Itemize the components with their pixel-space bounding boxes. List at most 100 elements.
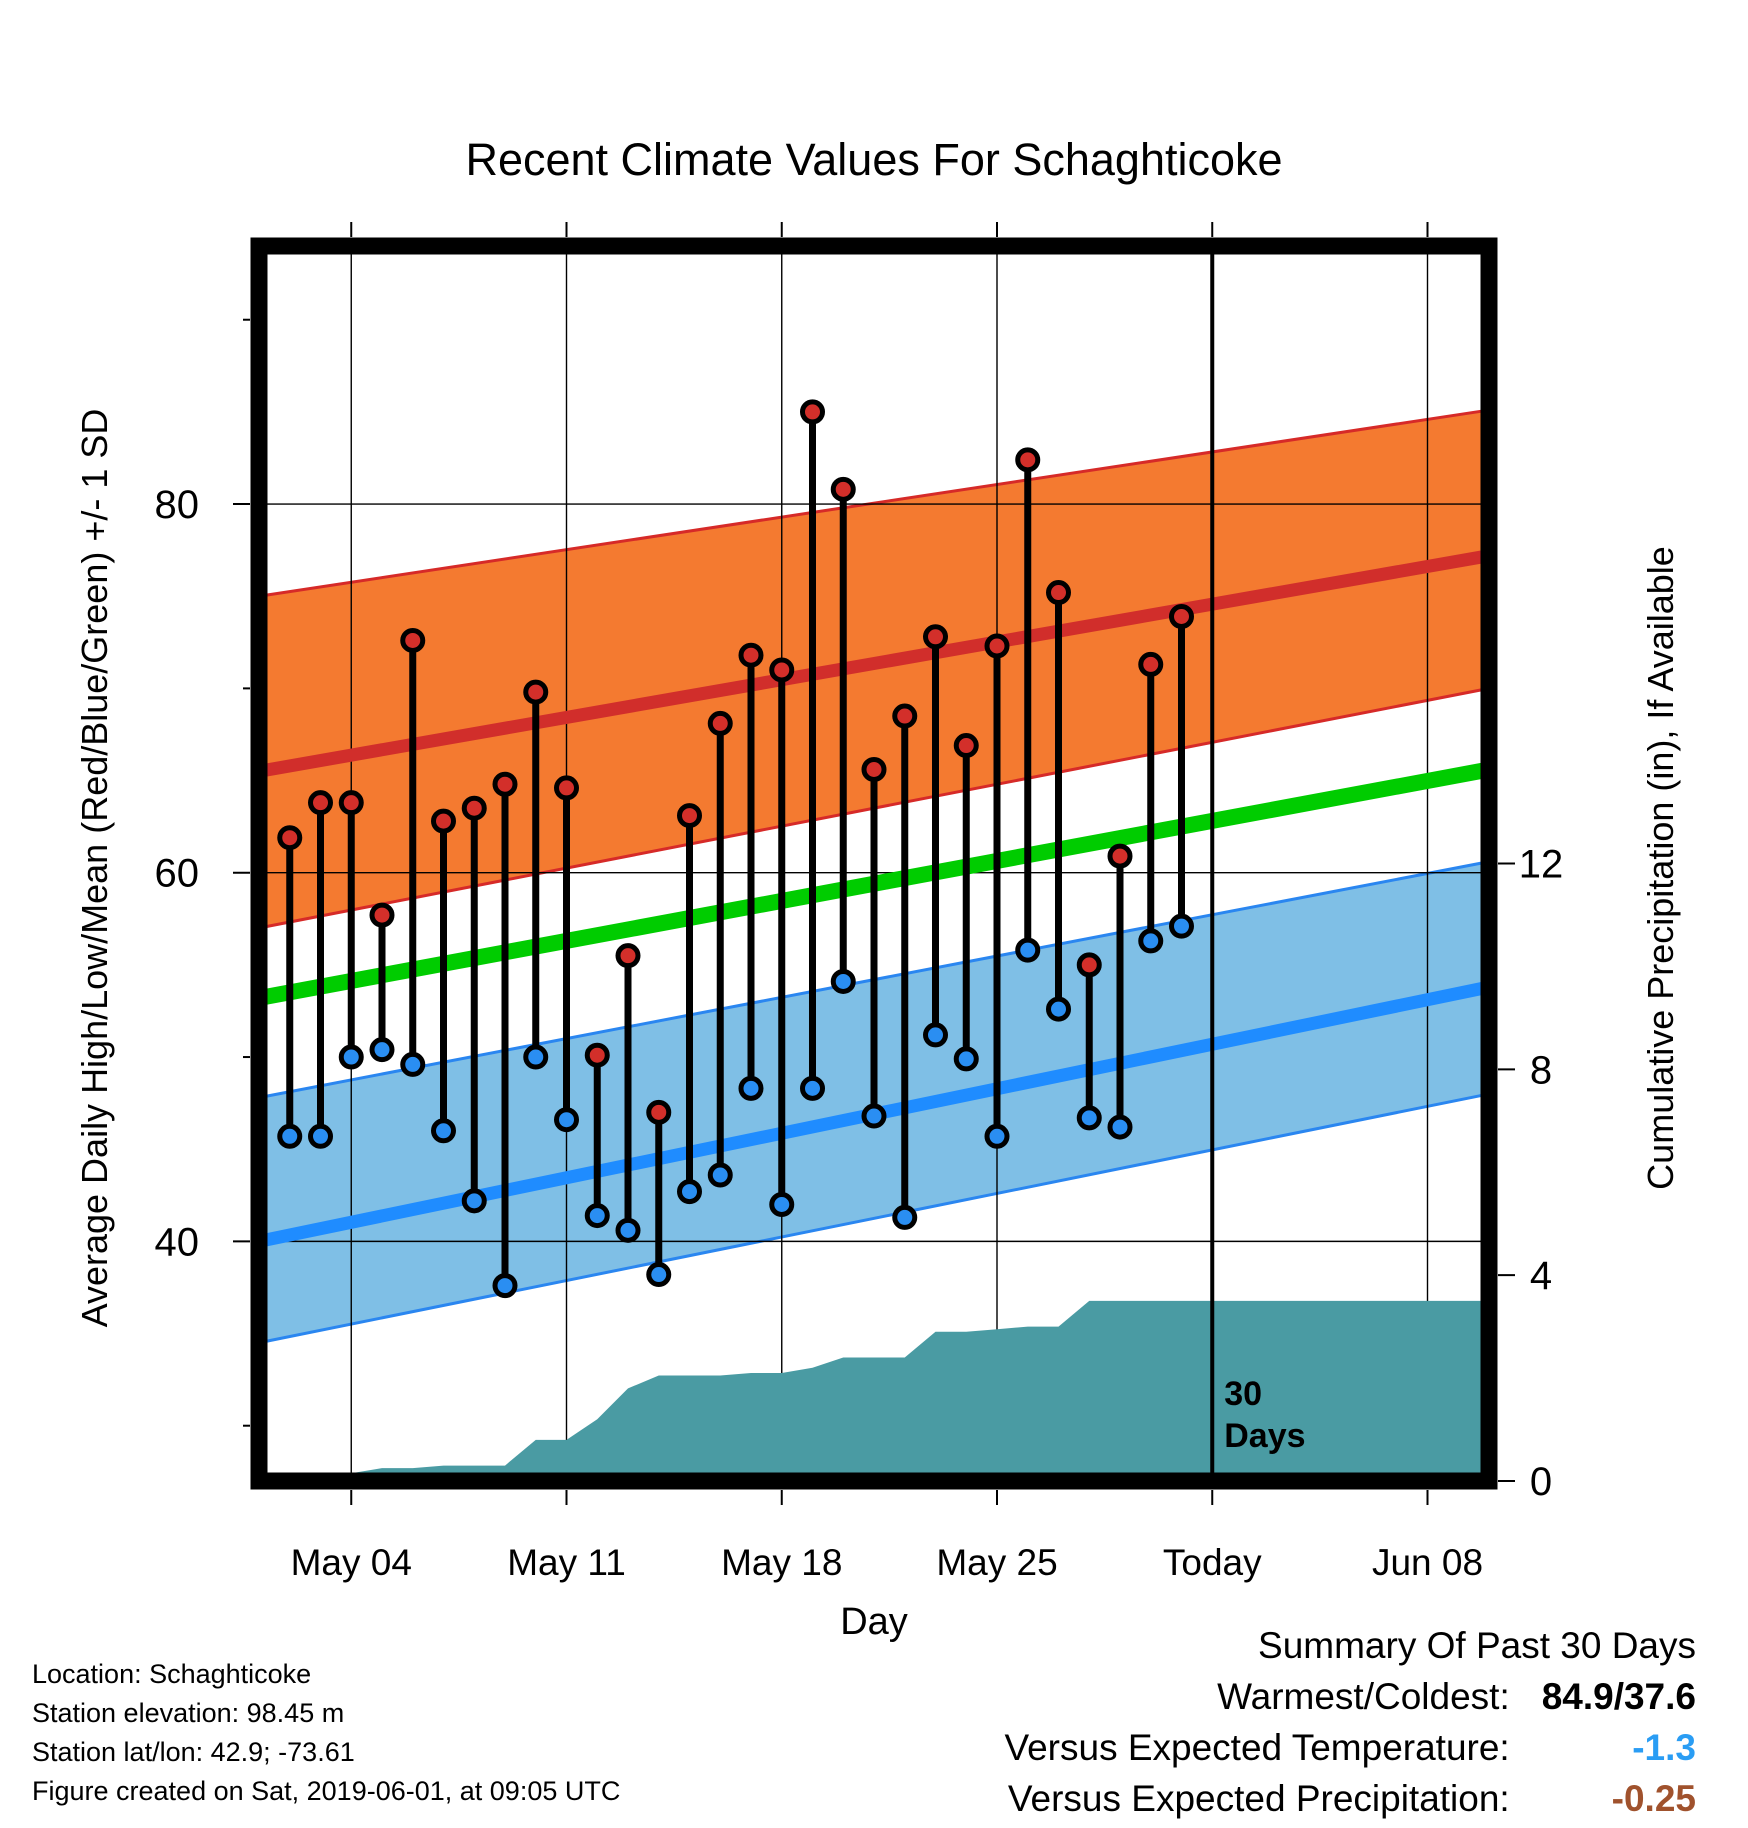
low-point	[369, 1037, 395, 1063]
high-point	[800, 399, 825, 425]
high-point	[677, 803, 702, 829]
elevation-text: Station elevation: 98.45 m	[32, 1698, 345, 1728]
low-point	[461, 1188, 487, 1214]
high-point	[492, 771, 518, 797]
high-point	[923, 624, 948, 650]
precip-departure-label: Versus Expected Precipitation:	[1007, 1778, 1510, 1819]
high-point	[1076, 952, 1102, 978]
temp-departure-value: -1.3	[1632, 1727, 1696, 1768]
high-point	[646, 1099, 672, 1125]
low-point	[984, 1123, 1010, 1149]
low-point	[769, 1192, 795, 1218]
high-point	[400, 627, 426, 653]
low-point	[308, 1123, 333, 1149]
low-point	[1107, 1114, 1133, 1140]
low-lower-edge	[258, 1092, 1490, 1345]
high-point	[308, 790, 333, 816]
low-point	[923, 1022, 948, 1048]
summary-temperature: Versus Expected Temperature: -1.3	[1004, 1722, 1696, 1773]
low-point	[584, 1203, 610, 1229]
normal-high-mean-line	[257, 549, 1491, 778]
low-point	[677, 1179, 702, 1205]
x-tick-label: Jun 08	[1372, 1542, 1483, 1583]
y-tick-label: 80	[155, 483, 200, 527]
x-axis-label: Day	[840, 1601, 908, 1643]
today-marker: 30 Days	[1210, 246, 1306, 1481]
high-point	[984, 633, 1010, 659]
low-point	[338, 1044, 364, 1070]
summary-panel: Summary Of Past 30 Days Warmest/Coldest:…	[1004, 1620, 1696, 1824]
low-point	[861, 1103, 887, 1129]
x-tick-label: May 25	[936, 1542, 1057, 1583]
high-point	[892, 703, 918, 729]
high-point	[830, 476, 856, 502]
high-point	[738, 642, 764, 668]
y-tick-label: 40	[155, 1220, 200, 1264]
high-point	[338, 790, 364, 816]
axes: May 04 May 11 May 18 May 25 Today Jun 0840608…	[155, 222, 1564, 1583]
high-point	[1138, 651, 1164, 677]
high-point	[461, 795, 487, 821]
y-right-tick-label: 4	[1530, 1254, 1552, 1298]
high-point	[1107, 843, 1133, 869]
low-point	[615, 1217, 641, 1243]
today-label-line1: 30	[1224, 1375, 1262, 1413]
high-point	[523, 679, 549, 705]
summary-warm-cold: Warmest/Coldest: 84.9/37.6	[1004, 1671, 1696, 1722]
summary-title: Summary Of Past 30 Days	[1258, 1625, 1696, 1666]
warm-cold-label: Warmest/Coldest:	[1217, 1676, 1510, 1717]
low-point	[1169, 913, 1194, 939]
high-point	[554, 775, 579, 801]
location-text: Location: Schaghticoke	[32, 1659, 312, 1689]
high-point	[584, 1042, 610, 1068]
high-point	[431, 808, 456, 834]
low-point	[1076, 1105, 1102, 1131]
today-label-line2: Days	[1224, 1417, 1305, 1455]
low-point	[1138, 928, 1164, 954]
low-point	[554, 1107, 579, 1133]
temp-departure-label: Versus Expected Temperature:	[1004, 1727, 1510, 1768]
high-upper-edge	[258, 408, 1490, 598]
cumulative-precip-area	[289, 1300, 1489, 1481]
low-point	[492, 1273, 518, 1299]
precip-departure-value: -0.25	[1611, 1778, 1696, 1819]
low-point	[892, 1204, 918, 1230]
high-point	[707, 710, 733, 736]
chart-title: Recent Climate Values For Schaghticoke	[465, 134, 1282, 185]
high-point	[861, 756, 887, 782]
plot-frame	[250, 237, 1498, 1490]
y-right-tick-label: 8	[1530, 1048, 1552, 1092]
y-axis-label: Average Daily High/Low/Mean (Red/Blue/Gr…	[74, 409, 115, 1328]
low-point	[400, 1051, 426, 1077]
summary-precipitation: Versus Expected Precipitation: -0.25	[1004, 1773, 1696, 1824]
low-point	[431, 1118, 456, 1144]
warm-cold-value: 84.9/37.6	[1541, 1676, 1696, 1717]
low-point	[830, 968, 856, 994]
high-point	[615, 943, 641, 969]
x-tick-label: May 04	[291, 1542, 412, 1583]
low-point	[953, 1046, 979, 1072]
low-point	[523, 1044, 549, 1070]
y-tick-label: 60	[155, 852, 200, 896]
low-point	[800, 1075, 825, 1101]
high-point	[1046, 580, 1071, 606]
low-point	[277, 1123, 303, 1149]
x-tick-label: Today	[1163, 1542, 1262, 1583]
low-point	[707, 1162, 733, 1188]
low-point	[738, 1075, 764, 1101]
low-point	[1015, 937, 1041, 963]
high-point	[1169, 604, 1194, 629]
daily-high-low-markers	[277, 399, 1194, 1299]
high-point	[1015, 447, 1041, 473]
low-point	[646, 1262, 672, 1288]
y-right-tick-label: 0	[1530, 1460, 1552, 1504]
low-point	[1046, 996, 1071, 1022]
high-point	[369, 902, 395, 928]
high-point	[953, 733, 979, 759]
y-axis-right-label: Cumulative Precipitation (in), If Availa…	[1640, 546, 1681, 1190]
latlon-text: Station lat/lon: 42.9; -73.61	[32, 1737, 355, 1767]
y-right-tick-label: 12	[1519, 843, 1564, 887]
precipitation-area	[289, 1300, 1489, 1481]
created-text: Figure created on Sat, 2019-06-01, at 09…	[32, 1776, 621, 1806]
